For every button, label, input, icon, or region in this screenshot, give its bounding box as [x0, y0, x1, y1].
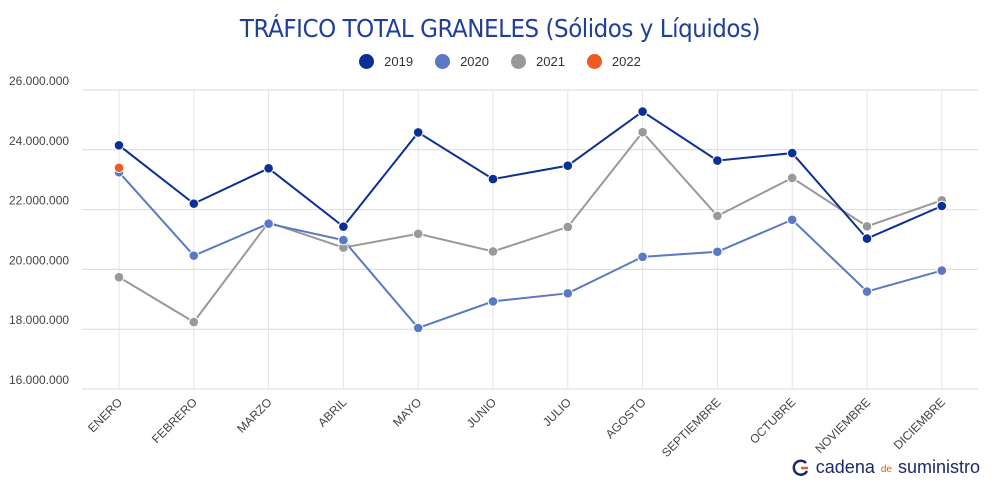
- brand-text-2: de: [880, 464, 892, 475]
- x-tick-label: DICIEMBRE: [891, 395, 948, 452]
- logo-icon: [792, 458, 808, 476]
- data-point-2019: [263, 163, 274, 174]
- legend-label: 2022: [611, 54, 641, 69]
- y-tick-label: 22.000.000: [9, 194, 69, 208]
- data-point-2020: [562, 288, 574, 299]
- data-point-2021: [712, 210, 723, 222]
- data-point-2020: [487, 296, 499, 307]
- brand-logo: cadena de suministro: [792, 457, 980, 478]
- legend-label: 2019: [384, 54, 414, 69]
- data-point-2021: [487, 246, 499, 257]
- y-tick-label: 20.000.000: [9, 253, 69, 267]
- legend-item-2019[interactable]: 2019: [359, 54, 413, 69]
- chart-legend: 2019 2020 2021 2022: [0, 54, 1000, 69]
- data-point-2019: [637, 106, 648, 117]
- data-point-2020: [263, 218, 274, 229]
- legend-swatch: [586, 54, 602, 69]
- data-point-2021: [861, 221, 873, 232]
- data-point-2021: [637, 126, 648, 138]
- data-point-2019: [412, 127, 424, 138]
- data-point-2019: [188, 198, 200, 209]
- data-point-2019: [113, 140, 125, 151]
- x-tick-label: OCTUBRE: [747, 395, 798, 446]
- legend-swatch: [359, 54, 375, 69]
- series-line-2020: [118, 171, 943, 330]
- legend-label: 2021: [536, 54, 565, 69]
- data-point-2020: [936, 265, 948, 276]
- brand-text-1: cadena: [815, 457, 875, 477]
- data-point-2020: [712, 246, 723, 258]
- data-point-2022: [113, 162, 125, 174]
- x-tick-label: JUNIO: [464, 395, 499, 430]
- y-tick-label: 26.000.000: [9, 74, 69, 88]
- x-tick-label: JULIO: [540, 395, 574, 429]
- data-point-2020: [861, 286, 873, 297]
- data-point-2021: [786, 172, 798, 184]
- data-point-2021: [562, 221, 574, 233]
- data-point-2020: [412, 322, 424, 334]
- x-tick-label: MAYO: [390, 395, 424, 429]
- series-line-2019: [118, 110, 943, 240]
- data-point-2019: [786, 147, 798, 159]
- data-point-2019: [936, 200, 948, 212]
- data-point-2021: [113, 271, 125, 283]
- y-tick-label: 16.000.000: [9, 373, 69, 387]
- y-tick-label: 18.000.000: [9, 313, 69, 327]
- data-point-2020: [786, 214, 798, 226]
- data-point-2019: [487, 173, 499, 185]
- x-tick-label: FEBRERO: [149, 395, 200, 446]
- series-line-2021: [118, 130, 943, 324]
- legend-label: 2020: [460, 54, 489, 69]
- chart-title: TRÁFICO TOTAL GRANELES (Sólidos y Líquid…: [239, 14, 761, 43]
- x-tick-label: NOVIEMBRE: [812, 395, 873, 456]
- x-tick-label: ABRIL: [315, 395, 350, 430]
- data-point-2020: [637, 251, 648, 263]
- x-tick-label: AGOSTO: [603, 395, 649, 441]
- brand-text-3: suministro: [897, 457, 980, 477]
- legend-swatch: [511, 54, 526, 69]
- data-point-2019: [712, 155, 723, 166]
- data-point-2021: [412, 228, 424, 240]
- x-tick-label: MARZO: [234, 395, 275, 436]
- data-point-2020: [338, 234, 349, 246]
- x-tick-label: SEPTIEMBRE: [659, 395, 724, 460]
- x-tick-label: ENERO: [85, 395, 125, 435]
- data-point-2019: [562, 160, 574, 171]
- data-point-2021: [188, 316, 200, 328]
- legend-swatch: [435, 54, 451, 69]
- legend-item-2021[interactable]: 2021: [511, 54, 565, 69]
- data-point-2019: [338, 221, 349, 232]
- legend-item-2022[interactable]: 2022: [586, 54, 641, 69]
- data-point-2019: [861, 233, 873, 244]
- data-point-2020: [188, 250, 200, 261]
- legend-item-2020[interactable]: 2020: [435, 54, 489, 69]
- y-tick-label: 24.000.000: [9, 134, 69, 148]
